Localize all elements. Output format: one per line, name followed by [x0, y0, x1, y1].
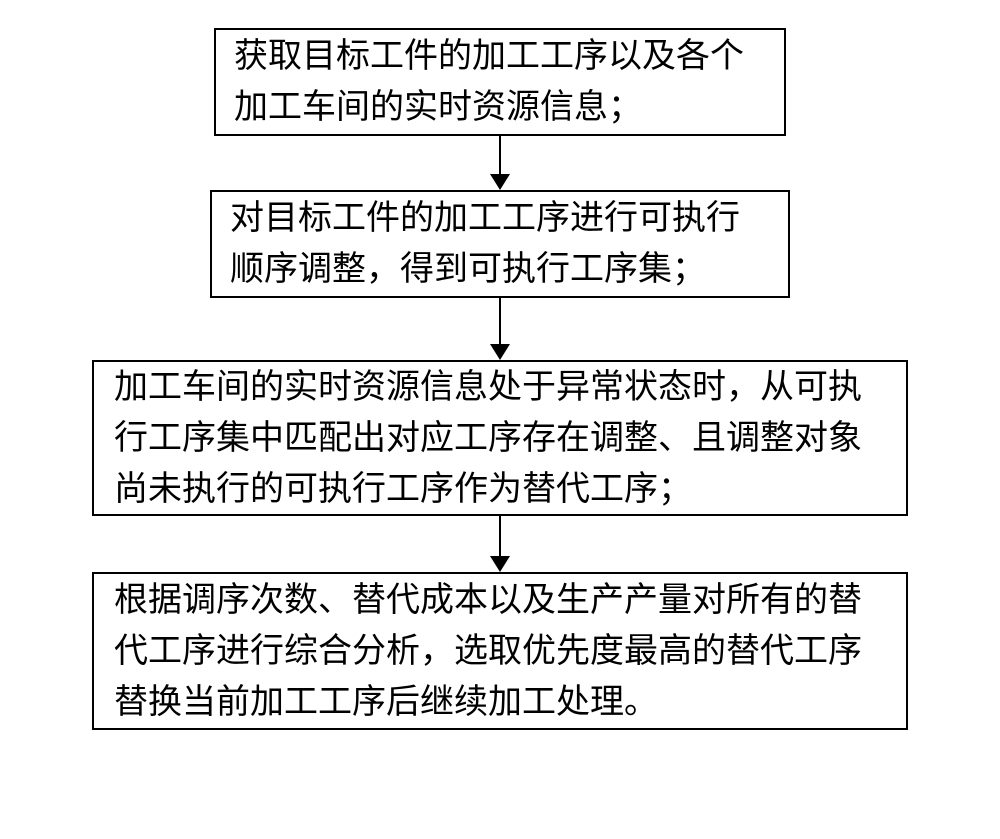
flowchart-step-1: 获取目标工件的加工工序以及各个加工车间的实时资源信息； [214, 28, 786, 136]
flowchart-step-3: 加工车间的实时资源信息处于异常状态时，从可执行工序集中匹配出对应工序存在调整、且… [92, 360, 908, 516]
flowchart-step-2: 对目标工件的加工工序进行可执行顺序调整，得到可执行工序集； [210, 190, 790, 298]
flowchart-step-4: 根据调序次数、替代成本以及生产产量对所有的替代工序进行综合分析，选取优先度最高的… [92, 572, 908, 730]
step-3-text: 加工车间的实时资源信息处于异常状态时，从可执行工序集中匹配出对应工序存在调整、且… [114, 362, 886, 515]
step-2-text: 对目标工件的加工工序进行可执行顺序调整，得到可执行工序集； [230, 193, 770, 295]
arrow-line-icon [499, 516, 501, 556]
arrow-line-icon [499, 136, 501, 174]
arrow-head-icon [490, 174, 510, 190]
step-4-text: 根据调序次数、替代成本以及生产产量对所有的替代工序进行综合分析，选取优先度最高的… [114, 575, 886, 728]
arrow-2 [490, 298, 510, 360]
arrow-line-icon [499, 298, 501, 344]
arrow-head-icon [490, 344, 510, 360]
arrow-3 [490, 516, 510, 572]
arrow-1 [490, 136, 510, 190]
arrow-head-icon [490, 556, 510, 572]
step-1-text: 获取目标工件的加工工序以及各个加工车间的实时资源信息； [234, 31, 766, 133]
flowchart-container: 获取目标工件的加工工序以及各个加工车间的实时资源信息； 对目标工件的加工工序进行… [0, 0, 1000, 730]
